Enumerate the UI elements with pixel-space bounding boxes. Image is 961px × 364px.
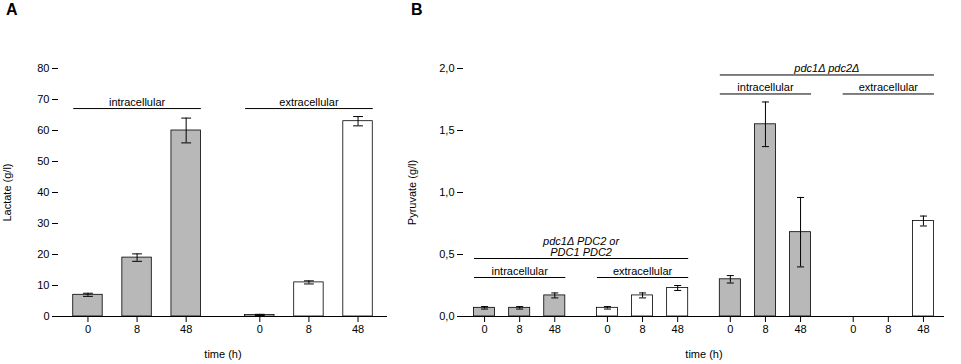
svg-text:48: 48 [794,323,806,335]
svg-text:2,0: 2,0 [439,62,454,74]
svg-text:1,0: 1,0 [439,186,454,198]
svg-text:40: 40 [37,186,49,198]
svg-text:0: 0 [482,323,488,335]
svg-text:pdc1Δ PDC2 orPDC1 PDC2: pdc1Δ PDC2 orPDC1 PDC2 [542,235,620,258]
svg-text:70: 70 [37,93,49,105]
svg-text:8: 8 [517,323,523,335]
svg-text:Pyruvate (g/l): Pyruvate (g/l) [406,160,418,225]
svg-text:48: 48 [352,323,364,335]
svg-text:0: 0 [43,310,49,322]
svg-text:48: 48 [672,323,684,335]
svg-text:50: 50 [37,155,49,167]
svg-text:1,5: 1,5 [439,124,454,136]
svg-text:intracellular: intracellular [737,81,794,93]
svg-text:intracellular: intracellular [492,265,549,277]
svg-text:time (h): time (h) [204,348,241,360]
svg-text:Lactate (g/l): Lactate (g/l) [1,163,13,221]
html-text:B: B [411,1,423,18]
svg-text:48: 48 [549,323,561,335]
svg-text:0: 0 [850,323,856,335]
svg-text:pdc1Δ pdc2Δ: pdc1Δ pdc2Δ [793,62,859,74]
svg-text:0: 0 [85,323,91,335]
svg-text:0: 0 [257,323,263,335]
svg-text:0,0: 0,0 [439,310,454,322]
svg-text:extracellular: extracellular [859,81,919,93]
svg-text:0,5: 0,5 [439,248,454,260]
svg-text:10: 10 [37,279,49,291]
svg-text:48: 48 [180,323,192,335]
svg-text:time (h): time (h) [685,348,722,360]
svg-text:48: 48 [917,323,929,335]
svg-text:8: 8 [306,323,312,335]
svg-text:30: 30 [37,217,49,229]
html-text:A: A [6,1,18,18]
svg-text:0: 0 [727,323,733,335]
svg-text:60: 60 [37,124,49,136]
svg-text:extracellular: extracellular [279,96,339,108]
svg-text:8: 8 [134,323,140,335]
svg-text:intracellular: intracellular [109,96,166,108]
svg-text:20: 20 [37,248,49,260]
svg-text:8: 8 [762,323,768,335]
svg-text:80: 80 [37,62,49,74]
svg-text:0: 0 [604,323,610,335]
svg-text:extracellular: extracellular [613,265,673,277]
svg-text:8: 8 [885,323,891,335]
svg-text:8: 8 [639,323,645,335]
